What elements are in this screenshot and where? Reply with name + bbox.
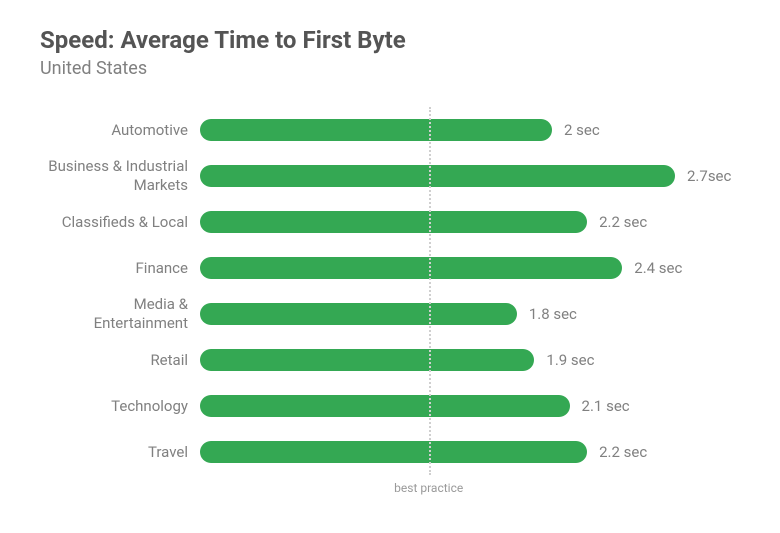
bar-row: Technology 2.1 sec (40, 383, 740, 429)
bar-row: Business & Industrial Markets 2.7sec (40, 153, 740, 199)
bar-row: Media & Entertainment 1.8 sec (40, 291, 740, 337)
bar-area: 1.8 sec (200, 291, 740, 337)
chart-container: Speed: Average Time to First Byte United… (0, 0, 780, 533)
bar-area: 2.1 sec (200, 383, 740, 429)
chart-title: Speed: Average Time to First Byte (40, 26, 740, 54)
bar (200, 211, 587, 233)
bar-row: Travel 2.2 sec (40, 429, 740, 475)
bar (200, 165, 675, 187)
bar-row: Retail 1.9 sec (40, 337, 740, 383)
best-practice-label: best practice (369, 481, 489, 495)
bar-value: 1.8 sec (529, 305, 577, 323)
bar (200, 349, 534, 371)
bar (200, 257, 622, 279)
bar-value: 2.4 sec (634, 259, 682, 277)
bar-label: Finance (40, 259, 200, 278)
bar-area: 2.2 sec (200, 429, 740, 475)
bar-value: 2.1 sec (582, 397, 630, 415)
bar-value: 2.7sec (687, 167, 731, 185)
bar-value: 1.9 sec (546, 351, 594, 369)
bar-area: 2.4 sec (200, 245, 740, 291)
bar-row: Classifieds & Local 2.2 sec (40, 199, 740, 245)
bar-value: 2.2 sec (599, 213, 647, 231)
bar-area: 2.7sec (200, 153, 740, 199)
bar (200, 395, 570, 417)
bar (200, 303, 517, 325)
bar-row: Automotive 2 sec (40, 107, 740, 153)
bar-label: Media & Entertainment (40, 295, 200, 333)
bar-label: Retail (40, 351, 200, 370)
bar-area: 2.2 sec (200, 199, 740, 245)
bar-area: 2 sec (200, 107, 740, 153)
bar-row: Finance 2.4 sec (40, 245, 740, 291)
bar-chart: Automotive 2 sec Business & Industrial Mar… (40, 107, 740, 475)
bar-value: 2 sec (564, 121, 600, 139)
chart-subtitle: United States (40, 58, 740, 79)
bar-label: Technology (40, 397, 200, 416)
bar (200, 441, 587, 463)
bar-area: 1.9 sec (200, 337, 740, 383)
bar-label: Business & Industrial Markets (40, 157, 200, 195)
bar (200, 119, 552, 141)
bar-label: Travel (40, 443, 200, 462)
bar-label: Automotive (40, 121, 200, 140)
bar-value: 2.2 sec (599, 443, 647, 461)
bar-label: Classifieds & Local (40, 213, 200, 232)
